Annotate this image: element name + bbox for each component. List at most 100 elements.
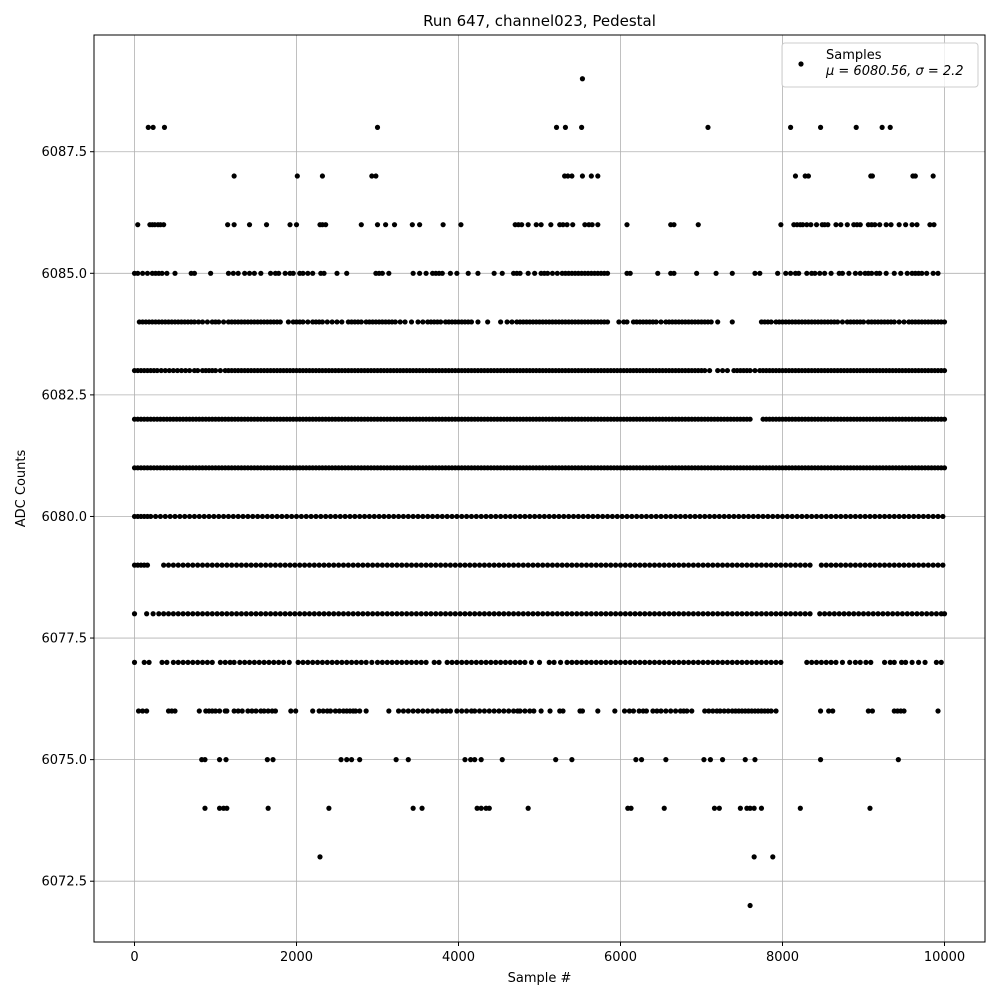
data-point: [656, 659, 662, 665]
data-point: [389, 562, 395, 568]
data-point: [277, 611, 283, 617]
data-point: [763, 659, 769, 665]
data-point: [209, 611, 215, 617]
data-point: [289, 513, 295, 520]
data-point: [768, 659, 774, 665]
data-point: [716, 513, 722, 520]
data-point: [915, 659, 922, 665]
data-point: [404, 562, 410, 568]
data-point: [559, 611, 565, 617]
data-point: [834, 319, 841, 325]
data-point: [498, 659, 504, 665]
data-point: [768, 708, 774, 714]
data-point: [700, 611, 706, 617]
data-point: [438, 611, 444, 617]
data-point: [462, 757, 468, 763]
data-point: [752, 270, 758, 276]
data-point: [360, 611, 366, 617]
data-point: [729, 562, 735, 568]
data-point: [800, 222, 806, 228]
data-point: [180, 611, 186, 617]
data-point: [231, 708, 237, 714]
data-point: [481, 708, 488, 714]
data-point: [316, 562, 322, 568]
data-point: [796, 270, 802, 276]
data-point: [579, 173, 586, 179]
data-point: [783, 270, 789, 276]
data-point: [773, 659, 779, 665]
data-point: [449, 659, 455, 665]
data-point: [609, 513, 616, 520]
data-point: [399, 562, 405, 568]
data-point: [818, 562, 824, 568]
data-point: [166, 367, 172, 374]
data-point: [685, 611, 692, 617]
data-point: [402, 319, 408, 325]
data-point: [158, 367, 164, 374]
data-point: [374, 124, 381, 130]
data-point: [692, 513, 698, 520]
data-point: [472, 708, 478, 714]
data-point: [778, 222, 784, 228]
data-point: [695, 659, 701, 665]
data-point: [632, 562, 638, 568]
data-point: [833, 659, 839, 665]
data-point: [399, 659, 405, 665]
data-point: [239, 708, 245, 714]
data-point: [775, 270, 781, 276]
data-point: [522, 513, 528, 520]
data-point: [498, 513, 504, 520]
data-point: [131, 611, 138, 617]
data-point: [319, 319, 326, 325]
data-point: [355, 611, 361, 617]
data-point: [637, 611, 643, 617]
data-point: [478, 757, 484, 763]
data-point: [146, 659, 152, 665]
data-point: [700, 659, 706, 665]
data-point: [789, 513, 795, 520]
data-point: [585, 513, 591, 520]
data-point: [431, 659, 437, 665]
data-point: [221, 319, 227, 325]
data-point: [282, 562, 288, 568]
data-point: [386, 708, 392, 714]
data-point: [792, 562, 799, 568]
data-point: [883, 222, 889, 228]
data-point: [393, 757, 399, 763]
data-point: [324, 319, 330, 325]
data-point: [329, 319, 335, 325]
data-point: [400, 513, 407, 520]
data-point: [919, 611, 925, 617]
data-point: [636, 708, 642, 714]
data-point: [879, 124, 885, 130]
data-point: [839, 270, 846, 276]
data-point: [374, 562, 381, 568]
data-point: [423, 270, 429, 276]
data-point: [941, 465, 948, 471]
data-point: [624, 222, 630, 228]
data-point: [744, 562, 750, 568]
data-point: [805, 173, 812, 179]
data-point: [506, 562, 512, 568]
data-point: [930, 173, 936, 179]
data-point: [253, 708, 259, 714]
data-point: [757, 270, 763, 276]
data-point: [399, 611, 405, 617]
data-point: [797, 562, 803, 568]
data-point: [475, 319, 481, 325]
data-point: [433, 562, 439, 568]
data-point: [509, 319, 515, 325]
data-point: [653, 319, 659, 325]
data-point: [627, 659, 633, 665]
data-point: [689, 708, 695, 714]
data-point: [507, 513, 513, 520]
data-point: [272, 611, 279, 617]
data-point: [164, 659, 170, 665]
data-point: [144, 708, 150, 714]
data-point: [374, 659, 381, 665]
data-point: [295, 659, 301, 665]
data-point: [622, 611, 628, 617]
data-point: [418, 659, 424, 665]
data-point: [141, 659, 147, 665]
data-point: [857, 659, 863, 665]
